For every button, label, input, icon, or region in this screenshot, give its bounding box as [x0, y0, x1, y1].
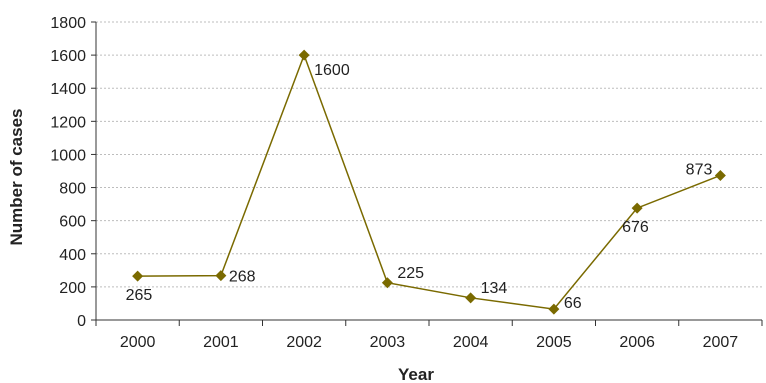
data-point — [132, 270, 144, 282]
data-label: 268 — [229, 269, 256, 286]
y-tick-label: 1800 — [50, 15, 86, 32]
y-tick-label: 600 — [59, 214, 86, 231]
data-point — [465, 292, 477, 304]
series — [132, 49, 726, 315]
y-tick-label: 400 — [59, 247, 86, 264]
y-tick-label: 1200 — [50, 114, 86, 131]
gridlines — [96, 21, 762, 288]
data-label: 1600 — [314, 62, 350, 79]
data-point — [548, 303, 560, 315]
series-line — [137, 52, 721, 310]
x-tick-label: 2005 — [536, 334, 572, 351]
y-tick-label: 0 — [77, 313, 86, 330]
x-tick-label: 2003 — [370, 334, 406, 351]
x-tick-label: 2002 — [286, 334, 322, 351]
y-tick-label: 800 — [59, 181, 86, 198]
data-label: 265 — [126, 287, 153, 304]
x-tick-label: 2006 — [619, 334, 655, 351]
tick-labels: 0 200 400 600 800 1000 1200 1400 1600 1800 2000 200… — [50, 15, 738, 351]
data-label: 66 — [564, 295, 582, 312]
y-tick-label: 200 — [59, 280, 86, 297]
data-label: 134 — [481, 280, 508, 297]
x-axis-title: Year — [398, 365, 434, 383]
x-tick-label: 2007 — [703, 334, 739, 351]
axes — [91, 21, 763, 326]
x-tick-label: 2001 — [203, 334, 239, 351]
y-tick-label: 1400 — [50, 81, 86, 98]
data-label: 676 — [622, 219, 649, 236]
y-tick-label: 1600 — [50, 48, 86, 65]
data-point — [298, 49, 310, 61]
data-label: 225 — [397, 265, 424, 282]
data-point — [215, 270, 227, 282]
data-point — [631, 202, 643, 214]
data-labels: 265 268 1600 225 134 66 676 873 — [126, 62, 713, 312]
data-point — [381, 277, 393, 289]
x-tick-label: 2000 — [120, 334, 156, 351]
y-tick-label: 1000 — [50, 147, 86, 164]
data-label: 873 — [686, 161, 713, 178]
y-axis-title: Number of cases — [7, 109, 26, 246]
data-point — [714, 169, 726, 181]
x-tick-label: 2004 — [453, 334, 489, 351]
